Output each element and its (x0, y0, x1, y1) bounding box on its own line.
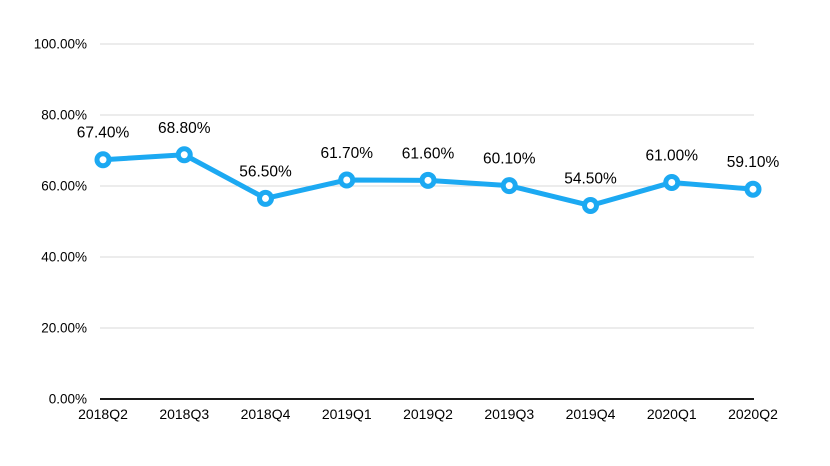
data-label-2019Q2: 61.60% (402, 145, 455, 162)
data-label-2018Q4: 56.50% (239, 163, 292, 180)
y-tick-label-20.00%: 20.00% (41, 321, 87, 336)
x-axis-tick-labels: 2018Q2 2018Q3 2018Q4 2019Q1 2019Q2 2019Q3 2019… (78, 406, 778, 422)
data-point-2019Q4[interactable] (582, 197, 599, 215)
data-point-2020Q1[interactable] (663, 173, 681, 191)
data-label-2018Q3: 68.80% (158, 120, 211, 137)
data-point-2018Q4[interactable] (257, 189, 274, 207)
data-point-2018Q3[interactable] (175, 146, 193, 164)
data-point-2020Q2[interactable] (744, 180, 762, 198)
x-tick-label-2019Q2: 2019Q2 (403, 406, 453, 422)
y-tick-label-80.00%: 80.00% (41, 108, 87, 123)
x-tick-label-2020Q2: 2020Q2 (728, 406, 778, 422)
data-point-2019Q1[interactable] (338, 171, 356, 189)
data-label-2020Q2: 59.10% (727, 154, 780, 171)
data-label-2019Q1: 61.70% (320, 145, 373, 162)
data-point-markers (94, 146, 762, 215)
x-tick-label-2019Q1: 2019Q1 (322, 406, 372, 422)
y-tick-label-100.00%: 100.00% (34, 37, 87, 52)
data-label-2020Q1: 61.00% (645, 147, 698, 164)
data-point-labels: 67.40% 68.80% 56.50% 61.70% 61.60% 60.10% 54.5… (77, 120, 780, 188)
data-point-2019Q3[interactable] (500, 177, 518, 195)
y-tick-label-40.00%: 40.00% (41, 250, 87, 265)
x-tick-label-2018Q3: 2018Q3 (159, 406, 209, 422)
x-tick-label-2019Q4: 2019Q4 (566, 406, 616, 422)
x-tick-label-2019Q3: 2019Q3 (484, 406, 534, 422)
data-label-2018Q2: 67.40% (77, 125, 130, 142)
y-axis-tick-labels: 0.00% 20.00% 40.00% 60.00% 80.00% 100.00% (34, 37, 87, 407)
data-point-2018Q2[interactable] (94, 151, 112, 169)
gridlines (100, 43, 754, 400)
data-label-2019Q4: 54.50% (564, 171, 617, 188)
x-tick-label-2018Q2: 2018Q2 (78, 406, 128, 422)
data-label-2019Q3: 60.10% (483, 151, 536, 168)
y-tick-label-60.00%: 60.00% (41, 179, 87, 194)
x-tick-label-2018Q4: 2018Q4 (241, 406, 291, 422)
data-point-2019Q2[interactable] (419, 171, 437, 189)
y-tick-label-0.00%: 0.00% (49, 392, 87, 407)
x-tick-label-2020Q1: 2020Q1 (647, 406, 697, 422)
